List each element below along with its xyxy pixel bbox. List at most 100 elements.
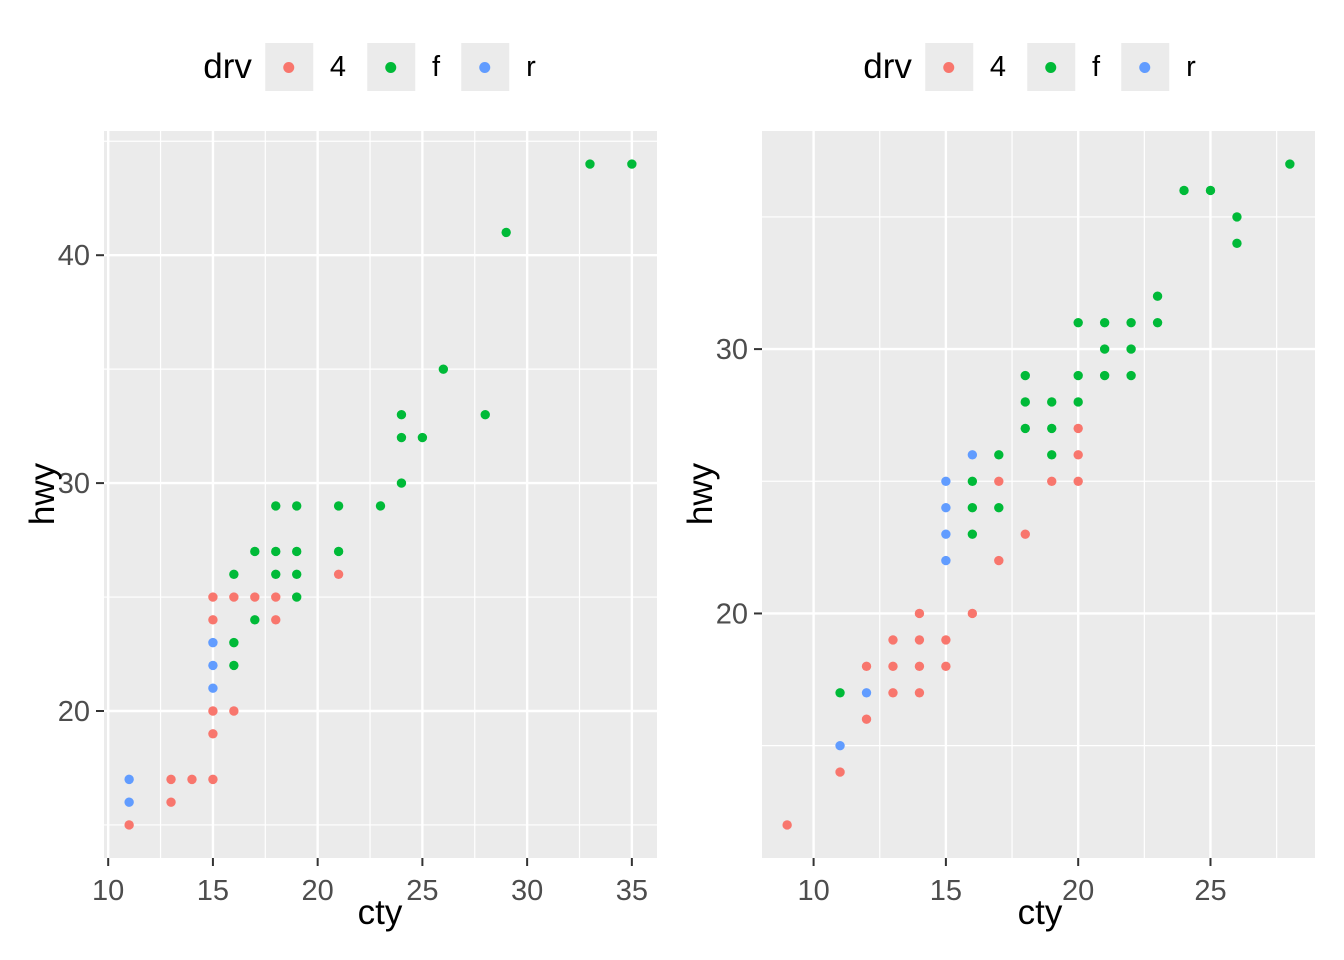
legend-point-icon xyxy=(283,61,295,73)
data-point xyxy=(1073,476,1083,486)
data-point xyxy=(1020,397,1030,407)
data-point xyxy=(941,661,951,672)
data-point xyxy=(1073,423,1083,434)
data-point xyxy=(1099,370,1110,381)
legend-label: r xyxy=(1186,50,1196,83)
data-point xyxy=(333,501,344,511)
data-point xyxy=(1232,238,1242,249)
data-point xyxy=(967,503,978,513)
data-point xyxy=(627,159,637,169)
data-point xyxy=(861,688,872,698)
legend-key xyxy=(264,43,313,91)
x-axis-title: cty xyxy=(1017,893,1063,932)
data-point xyxy=(914,661,925,672)
data-point xyxy=(585,159,595,169)
y-axis-title: hwy xyxy=(23,462,62,526)
data-point xyxy=(292,546,302,557)
data-point xyxy=(271,546,281,557)
legend-point-icon xyxy=(1045,61,1057,73)
data-point xyxy=(782,820,792,830)
x-axis-tick-label: 25 xyxy=(1194,875,1226,907)
y-axis-tick-label: 20 xyxy=(716,598,748,630)
data-point xyxy=(967,529,978,539)
data-point xyxy=(994,503,1004,513)
data-point xyxy=(941,476,951,486)
data-point xyxy=(941,529,951,539)
data-point xyxy=(250,546,260,557)
legend-title: drv xyxy=(863,47,912,86)
legend-label: 4 xyxy=(989,50,1007,83)
data-point xyxy=(941,555,951,566)
data-point xyxy=(480,410,490,420)
data-point xyxy=(166,797,176,807)
data-point xyxy=(396,478,407,488)
data-point xyxy=(208,637,218,648)
x-axis-title: cty xyxy=(357,893,403,932)
legend-key xyxy=(367,43,416,91)
legend-key xyxy=(461,43,510,91)
legend-title: drv xyxy=(203,47,252,86)
data-point xyxy=(1179,185,1189,196)
data-point xyxy=(1047,450,1057,460)
data-point xyxy=(1020,423,1030,434)
y-axis-tick-label: 20 xyxy=(58,696,90,728)
data-point xyxy=(229,706,239,716)
data-point xyxy=(1073,397,1083,407)
data-point xyxy=(1126,317,1136,328)
data-point xyxy=(250,615,260,625)
legend-label: r xyxy=(526,50,536,83)
data-point xyxy=(271,569,281,579)
data-point xyxy=(1232,212,1242,222)
data-point xyxy=(124,797,134,807)
data-point xyxy=(229,592,239,602)
data-point xyxy=(501,227,511,238)
data-point xyxy=(208,683,218,693)
x-axis-tick-label: 10 xyxy=(797,875,829,907)
data-point xyxy=(333,569,344,579)
legend-point-icon xyxy=(1139,61,1151,73)
data-point xyxy=(994,476,1004,486)
legend-point-icon xyxy=(479,61,491,73)
data-point xyxy=(1099,344,1110,354)
y-axis-title: hwy xyxy=(681,462,720,526)
data-point xyxy=(292,569,302,579)
data-point xyxy=(208,729,218,739)
data-point xyxy=(914,608,925,619)
data-point xyxy=(888,661,898,672)
data-point xyxy=(1073,370,1083,381)
data-point xyxy=(1073,317,1083,328)
data-point xyxy=(835,767,845,777)
x-axis-tick-label: 25 xyxy=(406,875,438,907)
legend-key xyxy=(1027,43,1076,91)
data-point xyxy=(1152,317,1163,328)
legend-point-icon xyxy=(943,61,955,73)
data-point xyxy=(1099,317,1110,328)
data-point xyxy=(208,774,218,785)
data-point xyxy=(1047,423,1057,434)
legend-label: f xyxy=(1092,50,1101,83)
x-axis-tick-label: 15 xyxy=(930,875,962,907)
legend: drv 4 f r xyxy=(863,42,1217,92)
data-point xyxy=(914,688,925,698)
data-point xyxy=(1126,370,1136,381)
data-point xyxy=(333,546,344,557)
data-point xyxy=(292,501,302,511)
data-point xyxy=(208,660,218,671)
data-point xyxy=(861,714,872,724)
legend-key xyxy=(924,43,973,91)
panel-background xyxy=(762,131,1315,858)
data-point xyxy=(208,706,218,716)
x-axis-tick-label: 20 xyxy=(1062,875,1094,907)
data-point xyxy=(250,592,260,602)
data-point xyxy=(166,774,176,785)
data-point xyxy=(914,635,925,645)
x-axis-tick-label: 35 xyxy=(616,875,648,907)
y-axis-tick-label: 30 xyxy=(716,334,748,366)
legend-label: f xyxy=(432,50,441,83)
data-point xyxy=(271,615,281,625)
data-point xyxy=(124,774,134,785)
data-point xyxy=(1205,185,1216,196)
x-axis-tick-label: 15 xyxy=(197,875,229,907)
data-point xyxy=(229,660,239,671)
